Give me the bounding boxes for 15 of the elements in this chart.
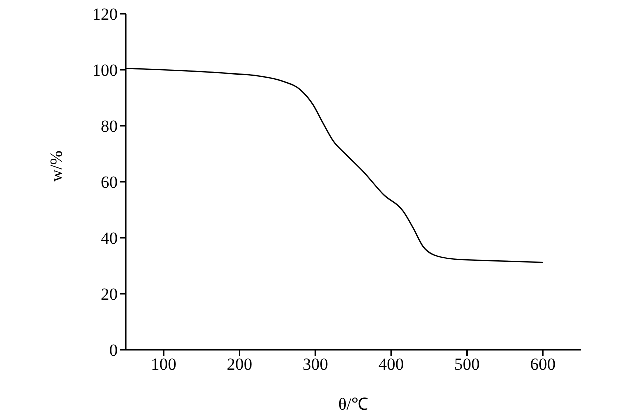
x-tick-label: 300 [302, 355, 328, 374]
y-tick-label: 20 [101, 285, 118, 304]
y-tick-label: 100 [92, 61, 118, 80]
y-axis-title: w/% [47, 150, 66, 182]
y-tick-label: 80 [101, 117, 118, 136]
x-tick-label: 600 [530, 355, 556, 374]
y-tick-label: 40 [101, 229, 118, 248]
x-tick-label: 200 [227, 355, 252, 374]
y-tick-label: 60 [101, 173, 118, 192]
x-tick-label: 100 [151, 355, 177, 374]
x-tick-label: 400 [378, 355, 404, 374]
y-tick-label: 120 [92, 5, 118, 24]
y-tick-label: 0 [110, 341, 118, 360]
x-tick-label: 500 [454, 355, 480, 374]
x-axis-title: θ/℃ [338, 395, 368, 414]
